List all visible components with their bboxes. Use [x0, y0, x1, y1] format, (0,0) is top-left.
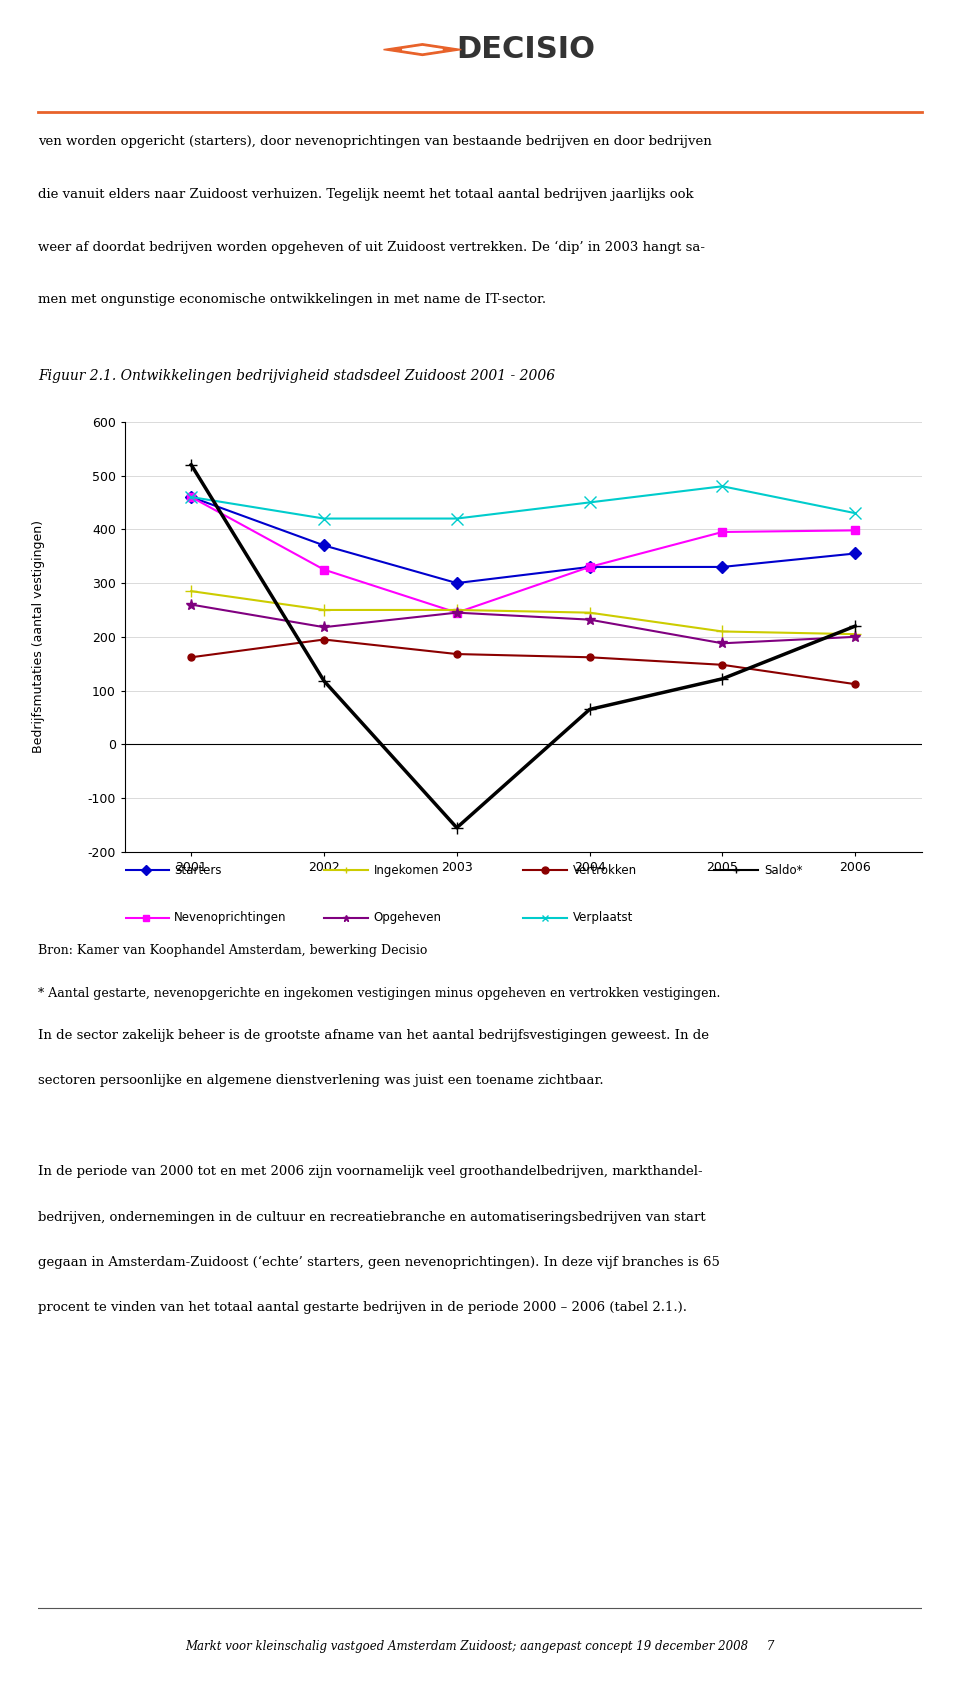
Line: Saldo*: Saldo*	[185, 459, 861, 833]
Nevenoprichtingen	[185, 488, 197, 508]
Text: ven worden opgericht (starters), door nevenoprichtingen van bestaande bedrijven : ven worden opgericht (starters), door ne…	[38, 135, 712, 148]
Opgeheven	[584, 609, 595, 629]
Text: Markt voor kleinschalig vastgoed Amsterdam Zuidoost; aangepast concept 19 decemb: Markt voor kleinschalig vastgoed Amsterd…	[185, 1640, 775, 1653]
Text: Opgeheven: Opgeheven	[373, 911, 442, 924]
Line: Opgeheven: Opgeheven	[185, 599, 861, 649]
Polygon shape	[384, 44, 461, 56]
Text: * Aantal gestarte, nevenopgerichte en ingekomen vestigingen minus opgeheven en v: * Aantal gestarte, nevenopgerichte en in…	[38, 987, 721, 1000]
Opgeheven	[319, 617, 330, 638]
Text: gegaan in Amsterdam-Zuidoost (‘echte’ starters, geen nevenoprichtingen). In deze: gegaan in Amsterdam-Zuidoost (‘echte’ st…	[38, 1257, 720, 1269]
Text: Figuur 2.1. Ontwikkelingen bedrijvigheid stadsdeel Zuidoost 2001 - 2006: Figuur 2.1. Ontwikkelingen bedrijvigheid…	[38, 369, 556, 383]
Vertrokken	[716, 655, 728, 675]
Starters	[185, 488, 197, 508]
Opgeheven	[451, 602, 463, 623]
Ingekomen	[716, 621, 728, 641]
Text: Saldo*: Saldo*	[764, 864, 803, 877]
Text: In de sector zakelijk beheer is de grootste afname van het aantal bedrijfsvestig: In de sector zakelijk beheer is de groot…	[38, 1029, 709, 1043]
Line: Nevenoprichtingen: Nevenoprichtingen	[187, 493, 859, 617]
Text: Nevenoprichtingen: Nevenoprichtingen	[174, 911, 287, 924]
Nevenoprichtingen	[850, 520, 861, 540]
Ingekomen	[451, 601, 463, 621]
Saldo*	[584, 700, 595, 720]
Opgeheven	[185, 594, 197, 614]
Saldo*	[716, 668, 728, 688]
Vertrokken	[451, 644, 463, 665]
Starters	[319, 535, 330, 555]
Verplaatst	[584, 493, 595, 513]
Text: die vanuit elders naar Zuidoost verhuizen. Tegelijk neemt het totaal aantal bedr: die vanuit elders naar Zuidoost verhuize…	[38, 187, 694, 201]
Saldo*	[185, 455, 197, 476]
Vertrokken	[319, 629, 330, 649]
Text: In de periode van 2000 tot en met 2006 zijn voornamelijk veel groothandelbedrijv: In de periode van 2000 tot en met 2006 z…	[38, 1166, 703, 1178]
Polygon shape	[402, 47, 443, 52]
Verplaatst	[185, 488, 197, 508]
Text: Ingekomen: Ingekomen	[373, 864, 439, 877]
Text: Bron: Kamer van Koophandel Amsterdam, bewerking Decisio: Bron: Kamer van Koophandel Amsterdam, be…	[38, 943, 428, 957]
Ingekomen	[185, 580, 197, 601]
Ingekomen	[319, 601, 330, 621]
Text: DECISIO: DECISIO	[456, 35, 595, 64]
Saldo*	[850, 616, 861, 636]
Text: men met ongunstige economische ontwikkelingen in met name de IT-sector.: men met ongunstige economische ontwikkel…	[38, 294, 546, 305]
Nevenoprichtingen	[716, 521, 728, 542]
Text: Starters: Starters	[174, 864, 222, 877]
Starters	[850, 543, 861, 563]
Text: weer af doordat bedrijven worden opgeheven of uit Zuidoost vertrekken. De ‘dip’ : weer af doordat bedrijven worden opgehev…	[38, 241, 706, 253]
Opgeheven	[716, 633, 728, 653]
Y-axis label: Bedrijfsmutaties (aantal vestigingen): Bedrijfsmutaties (aantal vestigingen)	[32, 520, 45, 754]
Verplaatst	[451, 508, 463, 528]
Ingekomen	[850, 624, 861, 644]
Nevenoprichtingen	[319, 560, 330, 580]
Text: Verplaatst: Verplaatst	[572, 911, 633, 924]
Text: sectoren persoonlijke en algemene dienstverlening was juist een toename zichtbaa: sectoren persoonlijke en algemene dienst…	[38, 1075, 604, 1088]
Starters	[451, 574, 463, 594]
Vertrokken	[185, 648, 197, 668]
Ingekomen	[584, 602, 595, 623]
Verplaatst	[319, 508, 330, 528]
Verplaatst	[716, 476, 728, 496]
Nevenoprichtingen	[584, 557, 595, 577]
Starters	[584, 557, 595, 577]
Vertrokken	[584, 648, 595, 668]
Line: Ingekomen: Ingekomen	[185, 585, 861, 639]
Text: procent te vinden van het totaal aantal gestarte bedrijven in de periode 2000 – : procent te vinden van het totaal aantal …	[38, 1301, 687, 1314]
Saldo*	[319, 671, 330, 692]
Opgeheven	[850, 628, 861, 648]
Text: bedrijven, ondernemingen in de cultuur en recreatiebranche en automatiseringsbed: bedrijven, ondernemingen in de cultuur e…	[38, 1211, 706, 1223]
Saldo*	[451, 818, 463, 838]
Line: Verplaatst: Verplaatst	[185, 481, 861, 525]
Text: Vertrokken: Vertrokken	[572, 864, 636, 877]
Line: Vertrokken: Vertrokken	[188, 636, 858, 688]
Nevenoprichtingen	[451, 602, 463, 623]
Line: Starters: Starters	[187, 493, 859, 587]
Vertrokken	[850, 675, 861, 695]
Starters	[716, 557, 728, 577]
Verplaatst	[850, 503, 861, 523]
